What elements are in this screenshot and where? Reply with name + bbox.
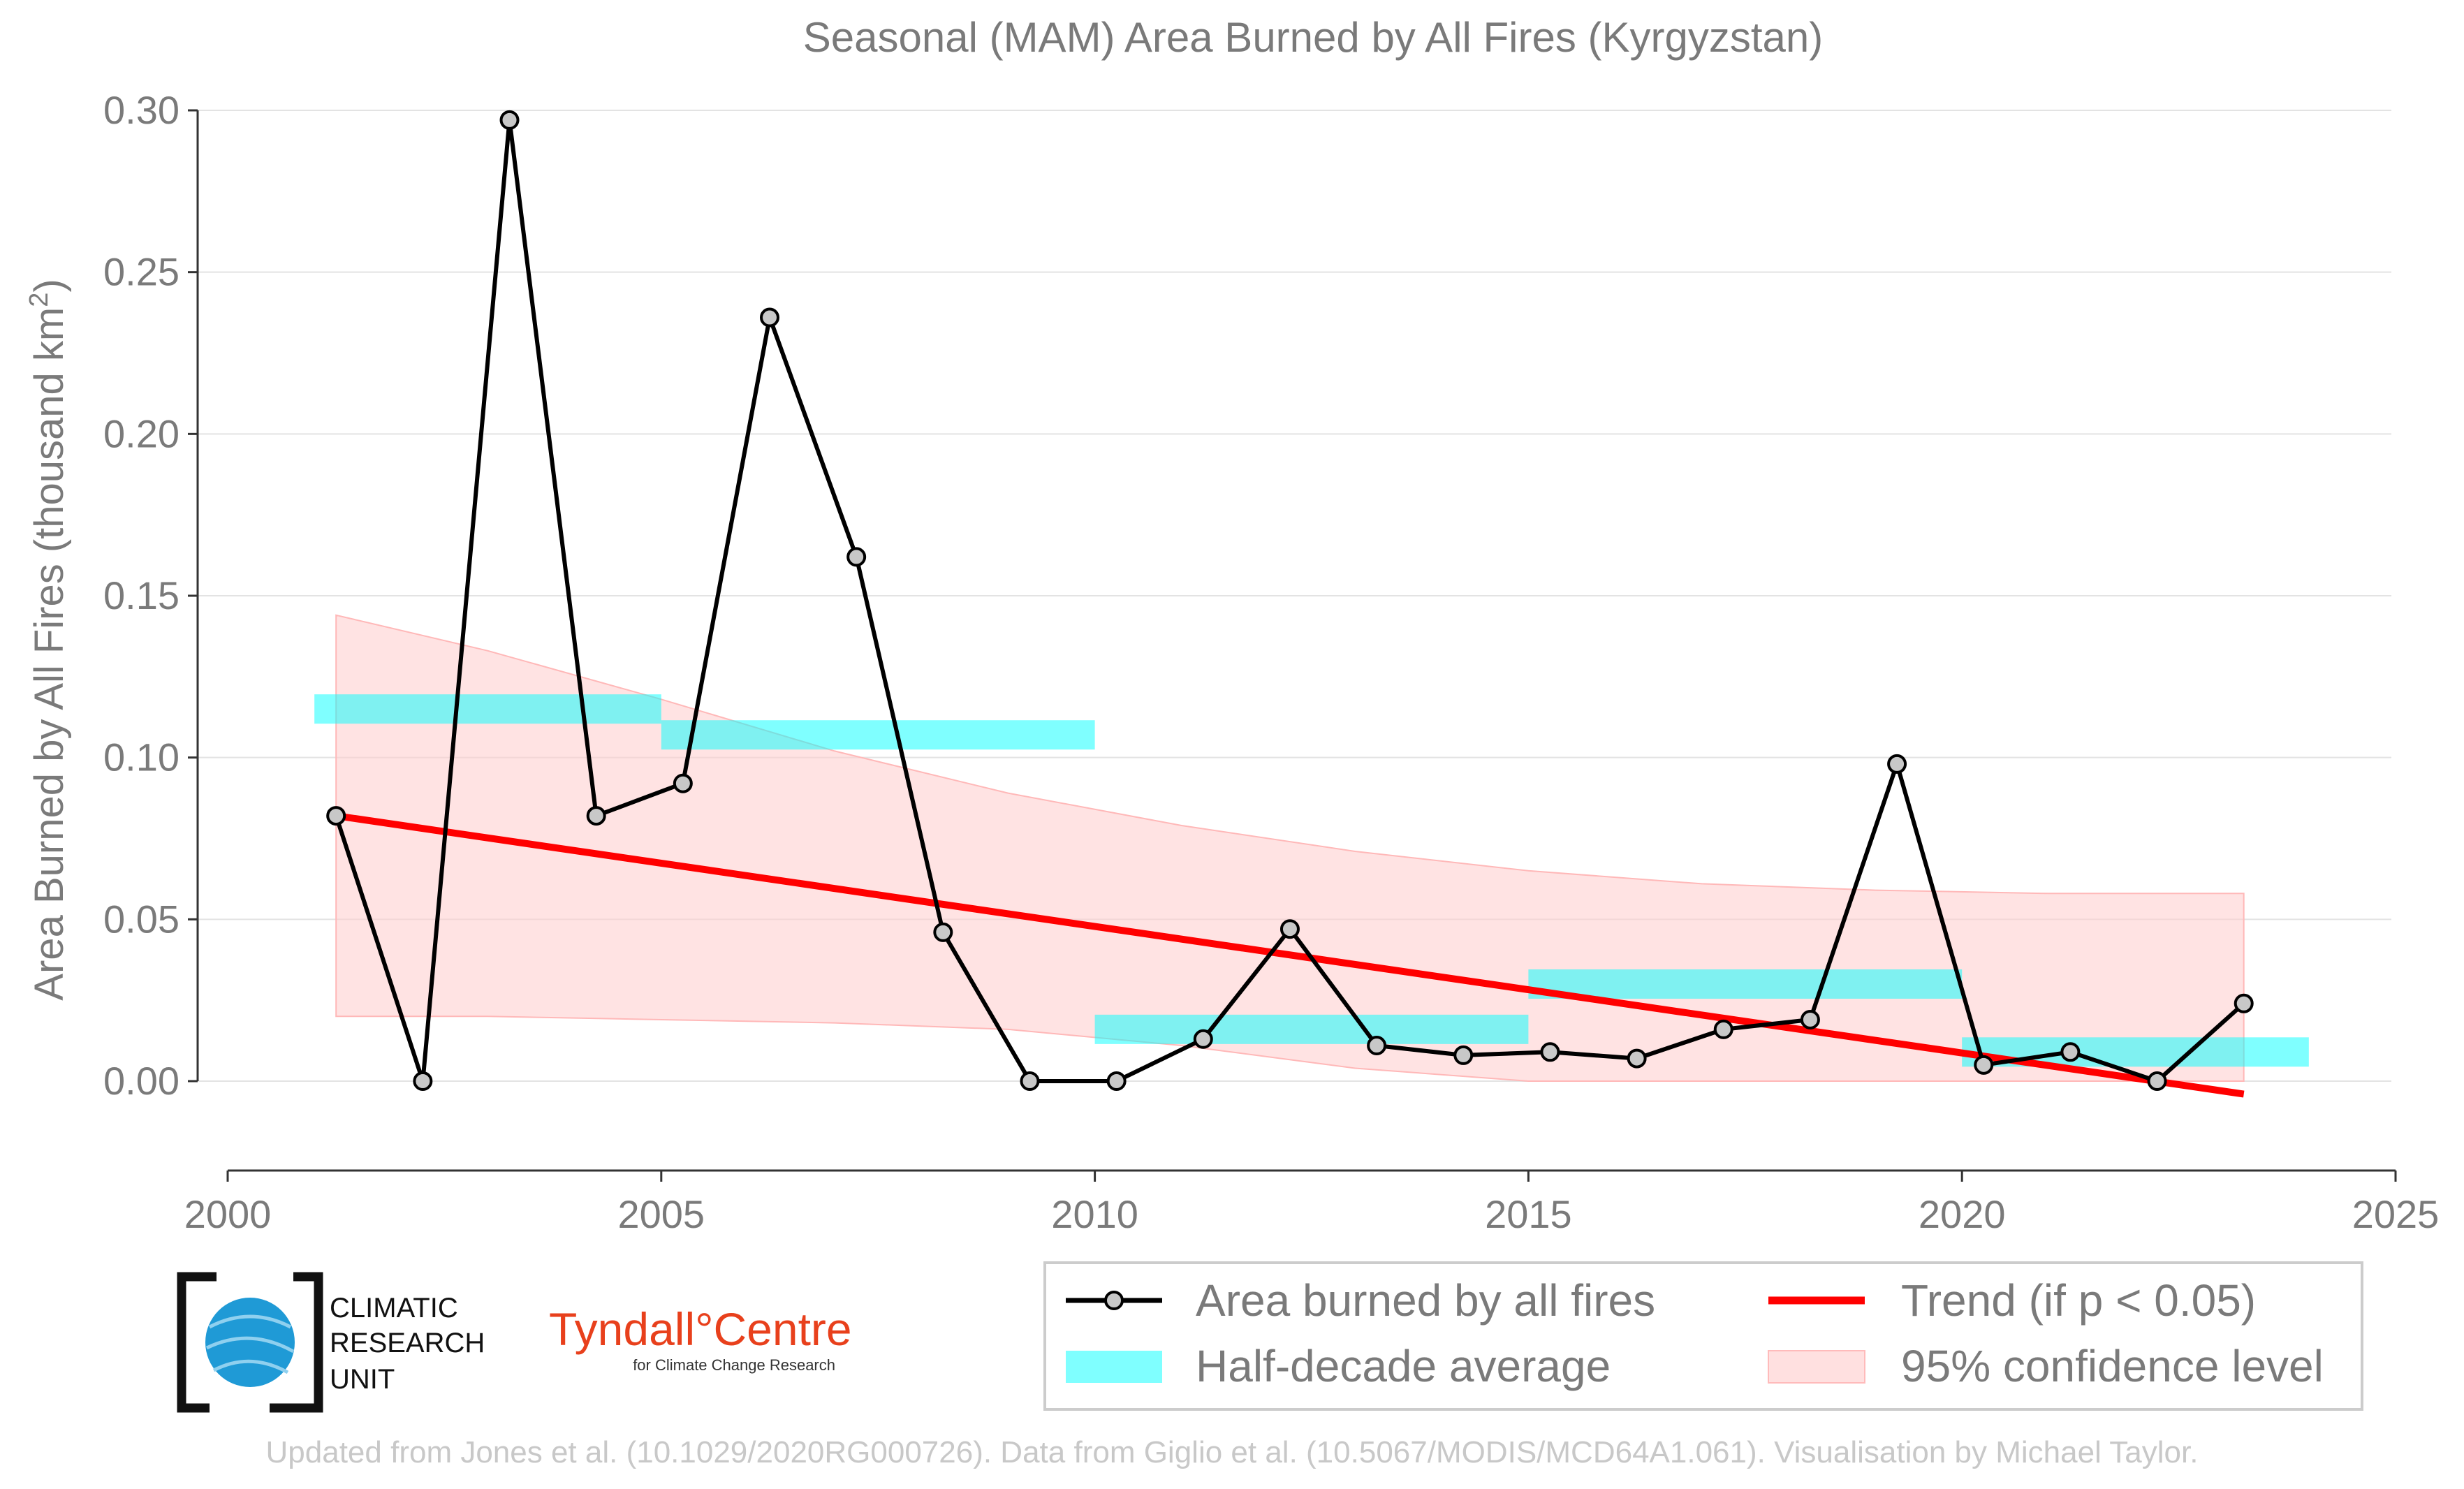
data-point: [1974, 1055, 1994, 1075]
data-point: [586, 806, 606, 826]
y-tick-label: 0.10: [103, 735, 179, 779]
x-tick-label: 2010: [1051, 1192, 1138, 1236]
half-decade-bar: [1528, 969, 1963, 999]
trend-line: [335, 812, 2245, 1098]
series-layer: [326, 110, 2254, 1091]
x-tick-label: 2025: [2352, 1192, 2440, 1236]
data-point: [2060, 1042, 2081, 1062]
y-axis-label: Area Burned by All Fires (thousand km2): [24, 279, 72, 1000]
y-tick-label: 0.20: [103, 411, 179, 455]
y-tick-label: 0.30: [103, 88, 179, 132]
data-point: [413, 1071, 433, 1091]
tyndall-logo: Tyndall°Centre for Climate Change Resear…: [549, 1303, 852, 1374]
tyndall-logo-title: Tyndall°Centre: [549, 1303, 852, 1355]
data-point: [846, 547, 867, 567]
data-point: [1367, 1036, 1387, 1056]
data-point: [1627, 1048, 1647, 1069]
axes: 0.00 0.05 0.10 0.15 0.20 0.25 0.30 2000 2005 2010…: [103, 88, 2439, 1236]
data-point: [1713, 1019, 1733, 1039]
data-point: [1106, 1071, 1127, 1091]
x-tick-label: 2005: [618, 1192, 705, 1236]
data-point: [1279, 919, 1300, 939]
legend-frame: [1043, 1261, 2363, 1411]
confidence-band-layer: [335, 614, 2245, 1082]
data-point: [1020, 1071, 1040, 1091]
cru-logo: CLIMATIC RESEARCH UNIT: [177, 1272, 485, 1413]
x-tick-label: 2015: [1485, 1192, 1572, 1236]
cru-text-line3: UNIT: [330, 1364, 395, 1395]
cru-text-line2: RESEARCH: [330, 1328, 485, 1358]
half-decade-bar: [314, 694, 661, 724]
confidence-band: [335, 614, 2245, 1082]
half-decade-layer: [314, 694, 2309, 1067]
chart-title: Seasonal (MAM) Area Burned by All Fires …: [803, 14, 1824, 61]
data-point: [2147, 1071, 2167, 1091]
y-tick-label: 0.25: [103, 250, 179, 294]
legend-marker-area-burned: [1104, 1291, 1124, 1310]
y-tick-label: 0.00: [103, 1059, 179, 1103]
y-axis-label-superscript: 2: [24, 293, 54, 307]
data-point: [933, 922, 953, 942]
data-point: [499, 110, 520, 130]
legend-label-half-decade: Half-decade average: [1196, 1341, 1611, 1391]
y-tick-label: 0.15: [103, 573, 179, 617]
data-point: [673, 773, 693, 793]
cru-bracket-left: [177, 1272, 217, 1413]
cru-text-line1: CLIMATIC: [330, 1293, 458, 1323]
tyndall-logo-subtitle: for Climate Change Research: [633, 1356, 835, 1374]
half-decade-bar: [1094, 1014, 1529, 1044]
data-point: [760, 307, 779, 328]
data-point: [1800, 1009, 1820, 1029]
half-decade-bar: [661, 720, 1095, 750]
data-point: [1453, 1045, 1474, 1065]
legend-label-confidence: 95% confidence level: [1901, 1341, 2324, 1391]
data-point: [1540, 1042, 1560, 1062]
globe-icon-lines: [205, 1314, 295, 1374]
legend: Area burned by all fires Trend (if p < 0…: [1043, 1261, 2363, 1411]
credit-text: Updated from Jones et al. (10.1029/2020R…: [266, 1435, 2199, 1469]
data-point: [2234, 993, 2254, 1013]
y-axis-label-main: Area Burned by All Fires (thousand km: [27, 307, 72, 1001]
cru-bracket-right: [270, 1272, 323, 1413]
data-point: [1887, 754, 1907, 774]
y-tick-label: 0.05: [103, 897, 179, 941]
legend-swatch-half-decade: [1066, 1351, 1162, 1383]
data-point: [1193, 1029, 1213, 1049]
x-tick-label: 2000: [184, 1192, 272, 1236]
trend-layer: [335, 812, 2245, 1098]
legend-swatch-confidence: [1768, 1350, 1865, 1384]
legend-label-area-burned: Area burned by all fires: [1196, 1275, 1655, 1326]
legend-label-trend: Trend (if p < 0.05): [1901, 1275, 2256, 1326]
y-axis-label-end: ): [27, 279, 72, 292]
data-point: [326, 806, 346, 826]
x-tick-label: 2020: [1919, 1192, 2006, 1236]
